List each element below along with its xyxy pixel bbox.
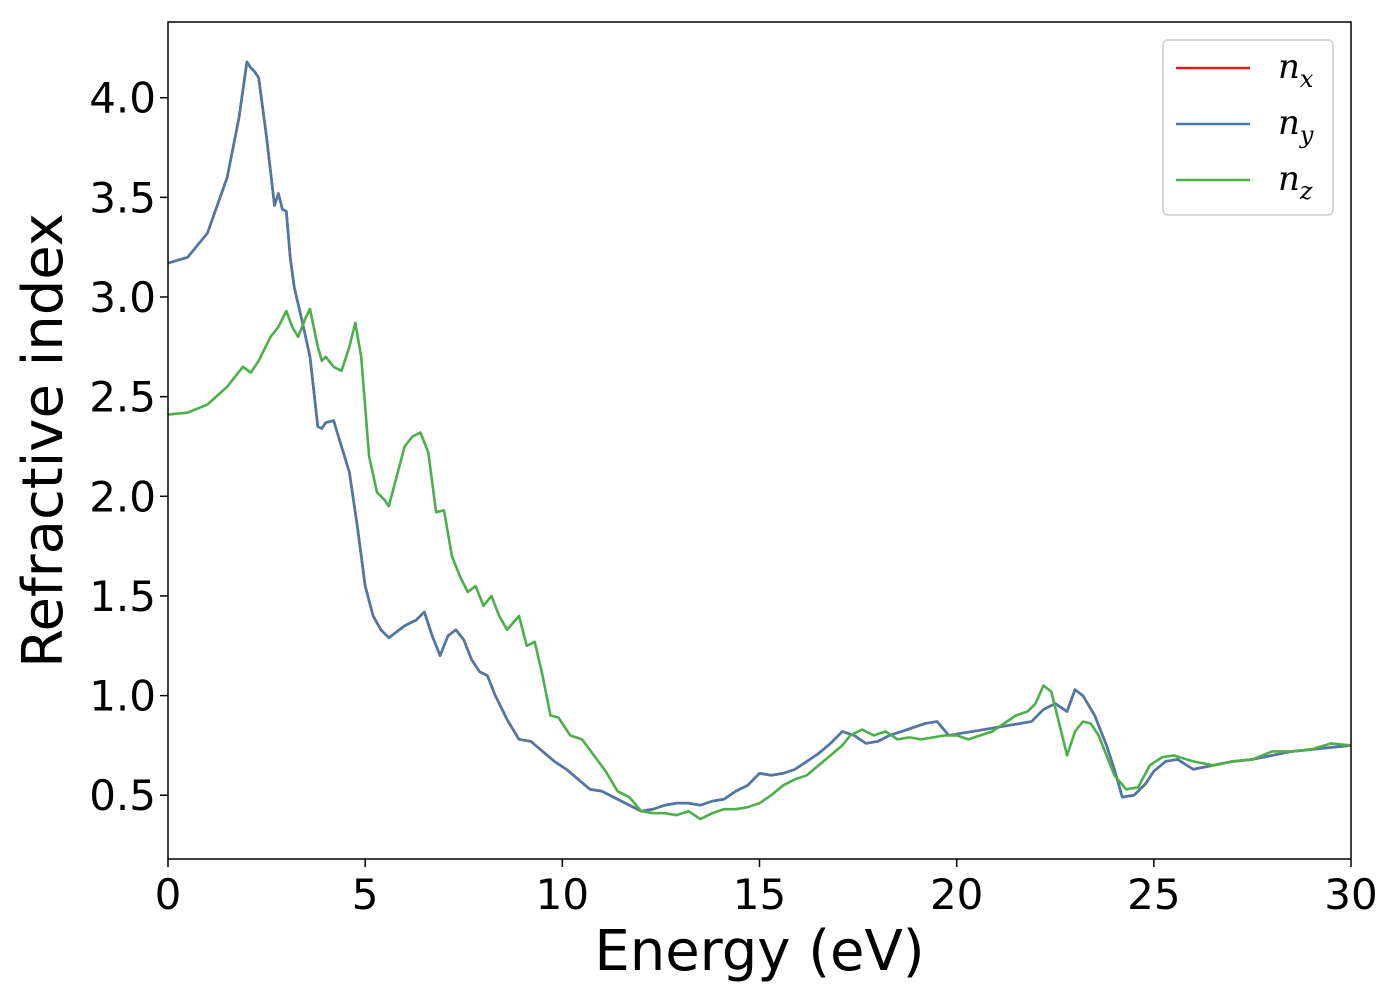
x-tick-label: 25 <box>1127 870 1180 919</box>
x-tick-label: 0 <box>155 870 182 919</box>
y-tick-label: 0.5 <box>89 771 156 820</box>
y-axis-ticks: 0.5 1.0 1.5 2.0 2.5 3.0 3.5 4.0 <box>89 74 168 820</box>
legend-box <box>1162 39 1334 216</box>
y-axis-label: Refractive index <box>11 213 76 668</box>
y-tick-label: 2.0 <box>89 472 156 521</box>
legend-entry-nz: nz <box>1278 159 1313 205</box>
legend-entry-ny: ny <box>1278 103 1314 149</box>
x-tick-label: 10 <box>536 870 589 919</box>
series-line-ny <box>168 60 1351 813</box>
series-layer <box>168 60 1351 821</box>
x-tick-label: 30 <box>1324 870 1377 919</box>
y-tick-label: 1.5 <box>89 572 156 621</box>
x-tick-label: 5 <box>352 870 379 919</box>
x-tick-label: 20 <box>930 870 983 919</box>
y-tick-label: 4.0 <box>89 74 156 123</box>
x-axis-ticks: 0 5 10 15 20 25 30 <box>155 859 1378 919</box>
y-tick-label: 3.5 <box>89 173 156 222</box>
legend: nx ny nz <box>1162 39 1334 216</box>
series-line-nz <box>168 307 1351 821</box>
x-tick-label: 15 <box>733 870 786 919</box>
x-axis-label: Energy (eV) <box>594 919 924 984</box>
y-tick-label: 2.5 <box>89 373 156 422</box>
y-tick-label: 3.0 <box>89 273 156 322</box>
legend-entry-nx: nx <box>1278 47 1314 93</box>
y-tick-label: 1.0 <box>89 672 156 721</box>
